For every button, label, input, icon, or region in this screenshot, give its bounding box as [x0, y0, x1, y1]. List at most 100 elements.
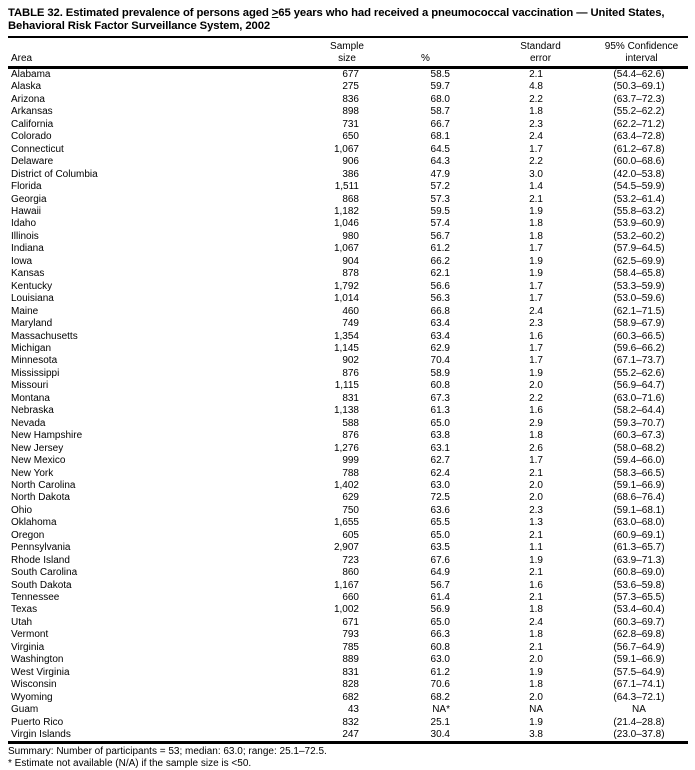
- table-row: Puerto Rico 832 25.1 1.9 (21.4–28.8): [8, 717, 688, 729]
- cell-sample-size: 247: [342, 729, 359, 741]
- cell-area: Texas: [11, 604, 38, 616]
- footnote-line: * Estimate not available (N/A) if the sa…: [8, 758, 252, 770]
- cell-area: Nebraska: [11, 405, 54, 417]
- cell-standard-error: 1.6: [529, 579, 543, 591]
- cell-confidence-interval: (59.4–66.0): [613, 455, 665, 467]
- cell-standard-error: 1.9: [529, 255, 543, 267]
- cell-standard-error: 2.4: [529, 616, 543, 628]
- cell-sample-size: 831: [342, 666, 359, 678]
- cell-sample-size: 785: [342, 641, 359, 653]
- cell-standard-error: 1.8: [529, 679, 543, 691]
- cell-sample-size: 1,276: [333, 442, 359, 454]
- table-row: Guam 43 NA* NA NA: [8, 704, 688, 716]
- cell-standard-error: 1.7: [529, 455, 543, 467]
- cell-percent: 66.7: [430, 118, 450, 130]
- cell-area: Louisiana: [11, 293, 54, 305]
- table-row: New York 788 62.4 2.1 (58.3–66.5): [8, 468, 688, 480]
- column-header-confidence-interval: 95% Confidence interval: [553, 38, 688, 69]
- table-row: Kansas 878 62.1 1.9 (58.4–65.8): [8, 268, 688, 280]
- cell-area: New Hampshire: [11, 430, 83, 442]
- cell-standard-error: 2.0: [529, 479, 543, 491]
- cell-sample-size: 828: [342, 679, 359, 691]
- cell-standard-error: 1.4: [529, 181, 543, 193]
- cell-area: Wisconsin: [11, 679, 57, 691]
- cell-percent: 64.3: [430, 156, 450, 168]
- cell-area: Indiana: [11, 243, 44, 255]
- cell-sample-size: 1,145: [333, 342, 359, 354]
- cell-percent: 66.2: [430, 255, 450, 267]
- cell-confidence-interval: (62.2–71.2): [613, 118, 665, 130]
- cell-area: Alaska: [11, 81, 42, 93]
- cell-percent: 61.3: [430, 405, 450, 417]
- cell-percent: 64.9: [430, 567, 450, 579]
- cell-sample-size: 629: [342, 492, 359, 504]
- cell-standard-error: 1.7: [529, 355, 543, 367]
- cell-sample-size: 906: [342, 156, 359, 168]
- cell-percent: 66.8: [430, 305, 450, 317]
- cell-area: Virginia: [11, 641, 45, 653]
- cell-sample-size: 980: [342, 230, 359, 242]
- cell-confidence-interval: (60.0–68.6): [613, 156, 665, 168]
- cell-sample-size: 1,655: [333, 517, 359, 529]
- cell-standard-error: 1.9: [529, 666, 543, 678]
- cell-confidence-interval: (58.3–66.5): [613, 467, 665, 479]
- cell-area: Maryland: [11, 318, 53, 330]
- cell-standard-error: 1.8: [529, 230, 543, 242]
- cell-sample-size: 749: [342, 318, 359, 330]
- table-row: New Hampshire 876 63.8 1.8 (60.3–67.3): [8, 430, 688, 442]
- table-title-line1: TABLE 32. Estimated prevalence of person…: [8, 7, 688, 20]
- table-row: New Jersey 1,276 63.1 2.6 (58.0–68.2): [8, 443, 688, 455]
- cell-area: Alabama: [11, 69, 51, 80]
- cell-confidence-interval: (58.4–65.8): [613, 268, 665, 280]
- cell-sample-size: 460: [342, 305, 359, 317]
- cell-area: Pennsylvania: [11, 542, 71, 554]
- cell-standard-error: 1.7: [529, 143, 543, 155]
- cell-area: Florida: [11, 181, 42, 193]
- table-row: Arkansas 898 58.7 1.8 (55.2–62.2): [8, 106, 688, 118]
- cell-standard-error: 2.2: [529, 392, 543, 404]
- cell-area: Massachusetts: [11, 330, 78, 342]
- cell-standard-error: 2.1: [529, 641, 543, 653]
- cell-confidence-interval: (63.7–72.3): [613, 93, 665, 105]
- cell-percent: 60.8: [430, 380, 450, 392]
- table-row: Montana 831 67.3 2.2 (63.0–71.6): [8, 393, 688, 405]
- cell-area: Missouri: [11, 380, 49, 392]
- cell-percent: 72.5: [430, 492, 450, 504]
- cell-confidence-interval: (60.3–67.3): [613, 430, 665, 442]
- table-title-prefix: TABLE 32. Estimated prevalence of person…: [8, 7, 272, 19]
- table-row: Alabama 677 58.5 2.1 (54.4–62.6): [8, 68, 688, 82]
- cell-sample-size: 1,167: [333, 579, 359, 591]
- cell-standard-error: 2.2: [529, 156, 543, 168]
- cell-percent: 62.9: [430, 342, 450, 354]
- cell-area: Vermont: [11, 629, 49, 641]
- cell-standard-error: 2.0: [529, 492, 543, 504]
- cell-percent: 61.4: [430, 592, 450, 604]
- cell-sample-size: 1,792: [333, 280, 359, 292]
- table-row: Wisconsin 828 70.6 1.8 (67.1–74.1): [8, 679, 688, 691]
- cell-percent: 63.4: [430, 318, 450, 330]
- cell-percent: 63.5: [430, 542, 450, 554]
- column-header-area: Area: [8, 38, 293, 69]
- cell-percent: 57.2: [430, 181, 450, 193]
- summary-line: Summary: Number of participants = 53; me…: [8, 746, 327, 758]
- cell-percent: 70.6: [430, 679, 450, 691]
- table-row: Oregon 605 65.0 2.1 (60.9–69.1): [8, 530, 688, 542]
- table-row: Louisiana 1,014 56.3 1.7 (53.0–59.6): [8, 293, 688, 305]
- cell-confidence-interval: (60.9–69.1): [613, 529, 665, 541]
- cell-sample-size: 868: [342, 193, 359, 205]
- cell-standard-error: 1.8: [529, 629, 543, 641]
- cell-area: Nevada: [11, 417, 46, 429]
- cell-area: New Jersey: [11, 442, 64, 454]
- cell-standard-error: 2.3: [529, 118, 543, 130]
- cell-sample-size: 1,511: [334, 181, 359, 193]
- table-row: Missouri 1,115 60.8 2.0 (56.9–64.7): [8, 380, 688, 392]
- cell-standard-error: 1.9: [529, 367, 543, 379]
- column-header-standard-error: Standard error: [458, 38, 561, 69]
- cell-confidence-interval: (23.0–37.8): [613, 729, 665, 741]
- table-row: New Mexico 999 62.7 1.7 (59.4–66.0): [8, 455, 688, 467]
- table-row: Maine 460 66.8 2.4 (62.1–71.5): [8, 306, 688, 318]
- cell-percent: 65.0: [430, 417, 450, 429]
- table-row: Georgia 868 57.3 2.1 (53.2–61.4): [8, 194, 688, 206]
- cell-percent: 58.5: [430, 69, 450, 80]
